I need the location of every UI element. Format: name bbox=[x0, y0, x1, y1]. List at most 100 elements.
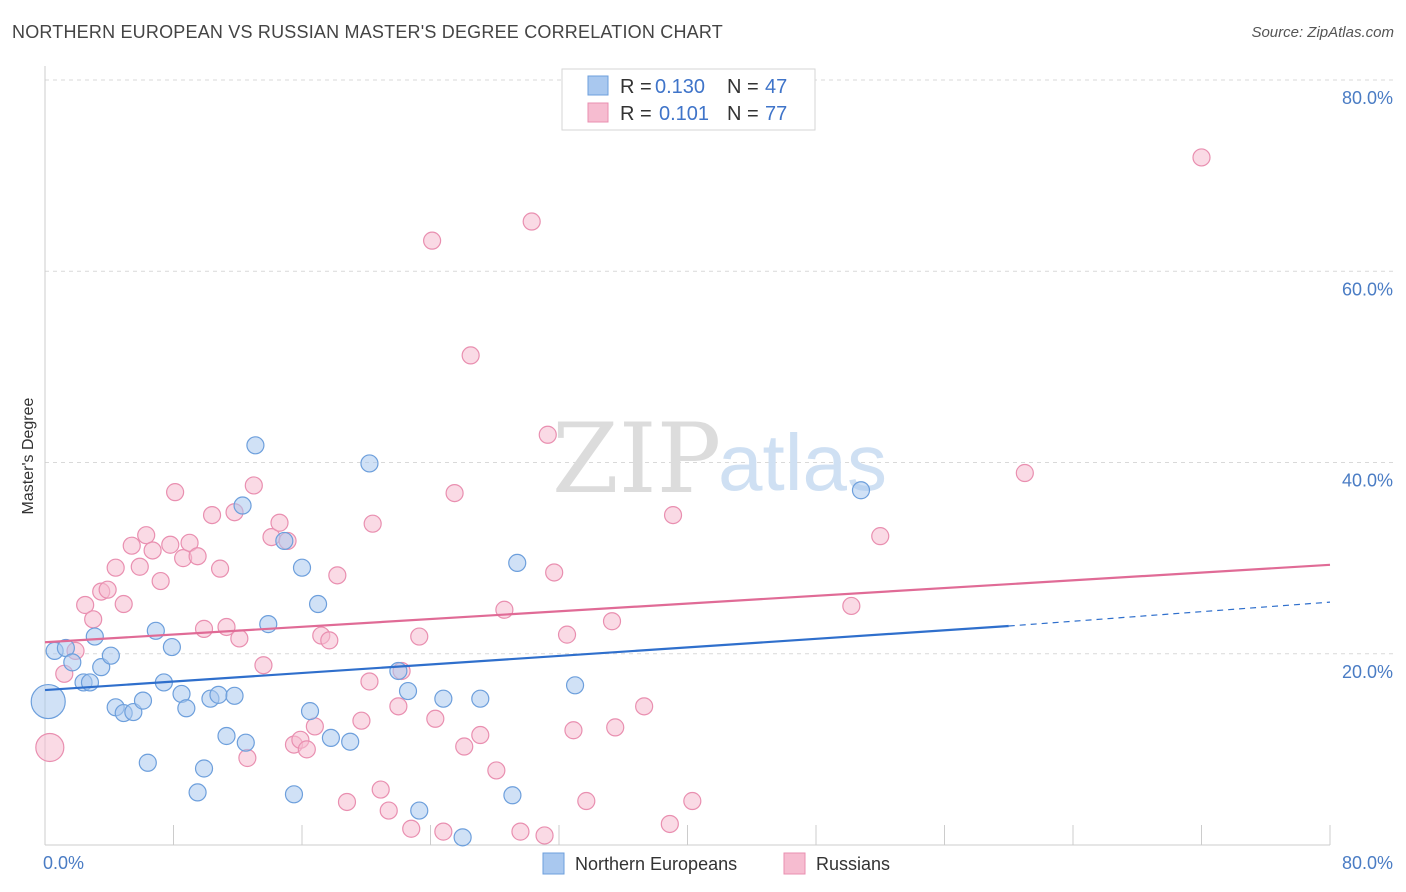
russians-point-36 bbox=[320, 631, 339, 650]
russians-point-12 bbox=[143, 541, 162, 560]
northern-europeans-point-16 bbox=[162, 637, 181, 657]
legend-r-value: 0.130 bbox=[655, 76, 705, 98]
russians-point-33 bbox=[297, 740, 316, 759]
grid-lines bbox=[45, 79, 1393, 655]
x-tick-labels: 0.0% 80.0% bbox=[43, 853, 1393, 873]
russians-point-59 bbox=[535, 826, 554, 845]
y-tick-label-1: 40.0% bbox=[1342, 471, 1393, 491]
legend-n-value: 77 bbox=[765, 103, 787, 125]
russians-point-49 bbox=[426, 709, 445, 728]
russians-point-67 bbox=[635, 697, 654, 716]
russians-point-66 bbox=[606, 718, 625, 737]
legend-r-label: R = bbox=[620, 103, 652, 125]
russians-point-37 bbox=[328, 566, 347, 585]
northern-europeans-point-45 bbox=[565, 676, 585, 695]
series-russians-points bbox=[35, 148, 1211, 845]
russians-point-61 bbox=[545, 563, 564, 582]
legend-item-russians-swatch bbox=[783, 852, 806, 875]
russians-point-17 bbox=[180, 533, 199, 552]
northern-europeans-point-6 bbox=[85, 627, 104, 646]
y-axis-label: Master's Degree bbox=[20, 397, 37, 514]
russians-point-3 bbox=[76, 595, 95, 615]
russians-point-4 bbox=[84, 610, 103, 629]
northern-europeans-point-32 bbox=[300, 702, 320, 721]
y-tick-label-0: 20.0% bbox=[1342, 662, 1393, 682]
russians-point-42 bbox=[371, 780, 390, 799]
russians-point-14 bbox=[161, 535, 180, 554]
russians-point-38 bbox=[337, 792, 357, 812]
northern-europeans-point-3 bbox=[63, 653, 82, 672]
russians-point-74 bbox=[1192, 148, 1211, 167]
russians-point-10 bbox=[130, 557, 149, 576]
russians-point-63 bbox=[564, 721, 583, 740]
russians-point-69 bbox=[663, 505, 683, 525]
northern-europeans-point-25 bbox=[236, 733, 255, 752]
northern-europeans-point-36 bbox=[360, 454, 379, 473]
northern-europeans-point-30 bbox=[284, 785, 304, 804]
axes bbox=[44, 66, 1331, 846]
russians-point-39 bbox=[352, 711, 371, 730]
northern-europeans-point-0 bbox=[30, 683, 66, 720]
russians-point-46 bbox=[402, 819, 421, 838]
y-tick-labels: 20.0% 40.0% 60.0% 80.0% bbox=[1342, 88, 1393, 682]
northern-europeans-point-18 bbox=[177, 699, 196, 718]
northern-europeans-point-33 bbox=[308, 594, 328, 614]
northern-europeans-point-13 bbox=[138, 753, 157, 772]
northern-europeans-point-34 bbox=[321, 728, 341, 748]
russians-point-60 bbox=[538, 425, 557, 444]
northern-europeans-point-8 bbox=[101, 646, 120, 665]
stats-legend: R = 0.130 N = 47 R = 0.101 N = 77 bbox=[561, 68, 816, 131]
russians-point-15 bbox=[166, 483, 185, 502]
northern-europeans-point-12 bbox=[133, 691, 153, 710]
northern-europeans-point-19 bbox=[188, 783, 207, 802]
northern-europeans-point-41 bbox=[453, 828, 472, 847]
russians-point-25 bbox=[238, 748, 257, 768]
russians-point-11 bbox=[137, 526, 156, 545]
legend-n-label: N = bbox=[727, 103, 759, 125]
russians-point-55 bbox=[487, 761, 506, 780]
russians-point-65 bbox=[602, 612, 622, 631]
russians-point-64 bbox=[577, 791, 596, 811]
northern-europeans-point-42 bbox=[471, 689, 490, 708]
legend-swatch-blue bbox=[587, 75, 609, 96]
legend-r-value: 0.101 bbox=[659, 103, 709, 125]
russians-point-72 bbox=[871, 527, 890, 546]
russians-point-24 bbox=[230, 629, 249, 648]
russians-point-44 bbox=[389, 697, 408, 716]
russians-point-50 bbox=[434, 822, 453, 841]
russians-point-47 bbox=[410, 627, 429, 646]
russians-point-54 bbox=[471, 725, 490, 745]
russians-point-0 bbox=[35, 732, 65, 763]
russians-point-13 bbox=[151, 571, 170, 591]
russians-point-68 bbox=[660, 814, 679, 834]
legend-item-russians: Russians bbox=[816, 854, 890, 874]
russians-point-51 bbox=[445, 484, 464, 503]
russians-point-52 bbox=[455, 737, 474, 756]
russians-point-62 bbox=[557, 625, 577, 644]
russians-point-41 bbox=[363, 514, 382, 533]
russians-point-43 bbox=[379, 801, 398, 820]
russians-point-20 bbox=[202, 505, 222, 525]
northern-europeans-point-46 bbox=[851, 481, 871, 500]
y-tick-label-3: 80.0% bbox=[1342, 88, 1393, 108]
legend-item-northern-europeans: Northern Europeans bbox=[575, 854, 737, 874]
x-tick-label-0: 0.0% bbox=[43, 853, 84, 873]
russians-point-70 bbox=[683, 791, 702, 811]
russians-point-73 bbox=[1015, 463, 1034, 483]
northern-europeans-point-26 bbox=[246, 436, 265, 455]
northern-europeans-point-22 bbox=[209, 685, 228, 704]
northern-europeans-point-35 bbox=[341, 732, 360, 751]
northern-europeans-point-43 bbox=[503, 786, 522, 805]
russians-point-48 bbox=[423, 231, 442, 250]
x-tick-label-1: 80.0% bbox=[1342, 853, 1393, 873]
series-northern-europeans-points bbox=[30, 436, 871, 847]
northern-europeans-point-20 bbox=[194, 759, 214, 778]
northern-europeans-point-40 bbox=[434, 689, 453, 708]
northern-europeans-point-44 bbox=[508, 553, 527, 573]
northern-europeans-point-29 bbox=[275, 531, 294, 551]
watermark-zip: ZIP bbox=[552, 403, 721, 515]
russians-point-21 bbox=[210, 559, 230, 578]
northern-europeans-point-37 bbox=[389, 661, 408, 681]
chart-title: NORTHERN EUROPEAN VS RUSSIAN MASTER'S DE… bbox=[12, 22, 723, 42]
russians-point-27 bbox=[254, 656, 273, 675]
